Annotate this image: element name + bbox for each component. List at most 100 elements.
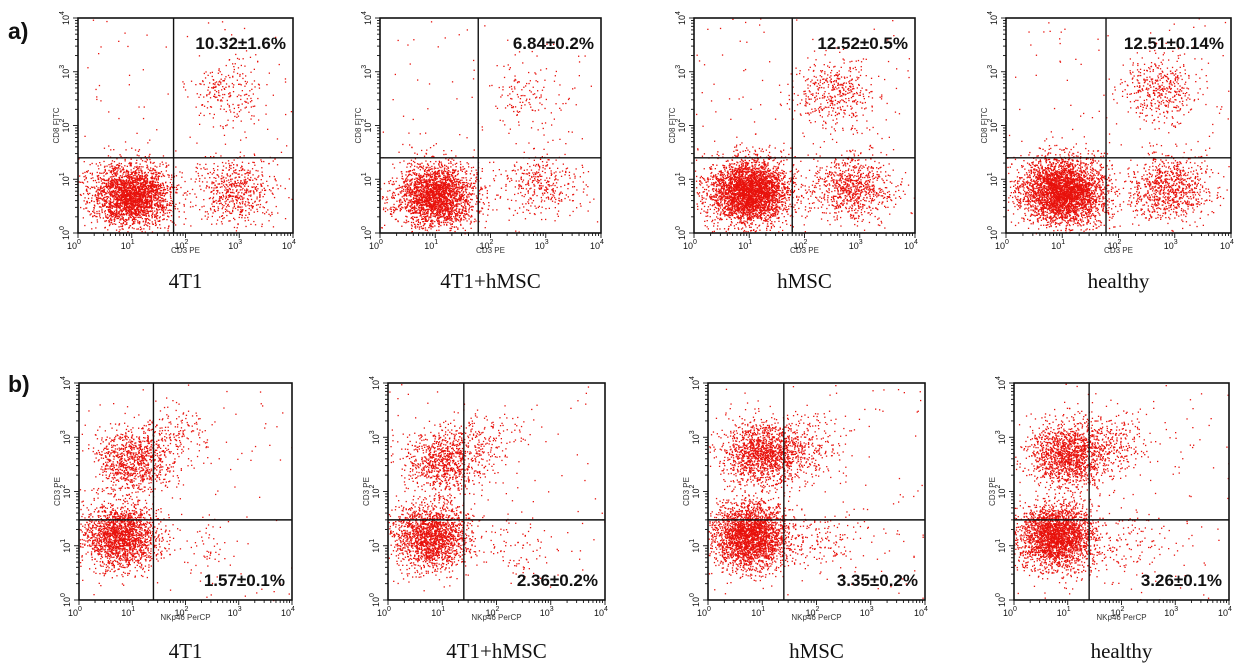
- event-point: [429, 209, 430, 210]
- event-point: [443, 173, 444, 174]
- event-point: [487, 197, 488, 198]
- event-point: [465, 185, 466, 186]
- event-point: [234, 206, 235, 207]
- event-point: [118, 118, 119, 119]
- event-point: [483, 214, 484, 215]
- event-point: [199, 124, 200, 125]
- event-point: [187, 36, 188, 37]
- event-point: [105, 204, 106, 205]
- event-point: [124, 209, 125, 210]
- event-point: [110, 218, 111, 219]
- event-point: [431, 177, 432, 178]
- event-point: [256, 170, 257, 171]
- event-point: [224, 180, 225, 181]
- event-point: [120, 223, 121, 224]
- event-point: [85, 175, 86, 176]
- event-point: [235, 197, 236, 198]
- event-point: [120, 194, 121, 195]
- event-point: [157, 227, 158, 228]
- event-point: [103, 179, 104, 180]
- event-point: [116, 210, 117, 211]
- event-point: [141, 166, 142, 167]
- event-point: [475, 220, 476, 221]
- event-point: [248, 212, 249, 213]
- event-point: [121, 197, 122, 198]
- event-point: [229, 176, 230, 177]
- event-point: [144, 212, 145, 213]
- event-point: [131, 211, 132, 212]
- event-point: [187, 191, 188, 192]
- event-point: [195, 205, 196, 206]
- event-point: [126, 222, 127, 223]
- event-point: [93, 209, 94, 210]
- event-point: [167, 188, 168, 189]
- event-point: [138, 167, 139, 168]
- event-point: [104, 190, 105, 191]
- event-point: [236, 164, 237, 165]
- event-point: [97, 189, 98, 190]
- event-point: [94, 213, 95, 214]
- event-point: [158, 197, 159, 198]
- event-point: [90, 188, 91, 189]
- event-point: [122, 214, 123, 215]
- event-point: [420, 133, 421, 134]
- event-point: [223, 185, 224, 186]
- event-point: [126, 179, 127, 180]
- event-point: [138, 155, 139, 156]
- event-point: [126, 192, 127, 193]
- event-point: [131, 174, 132, 175]
- event-point: [256, 198, 257, 199]
- event-point: [156, 129, 157, 130]
- event-point: [248, 220, 249, 221]
- event-point: [218, 95, 219, 96]
- event-point: [130, 196, 131, 197]
- event-point: [116, 184, 117, 185]
- event-point: [246, 107, 247, 108]
- event-point: [241, 183, 242, 184]
- event-point: [117, 204, 118, 205]
- event-point: [135, 149, 136, 150]
- event-point: [103, 161, 104, 162]
- event-point: [239, 183, 240, 184]
- event-point: [243, 58, 244, 59]
- event-point: [244, 170, 245, 171]
- event-point: [391, 211, 392, 212]
- event-point: [146, 174, 147, 175]
- event-point: [142, 160, 143, 161]
- event-point: [254, 106, 255, 107]
- event-point: [126, 213, 127, 214]
- event-point: [164, 227, 165, 228]
- event-point: [259, 197, 260, 198]
- event-point: [229, 105, 230, 106]
- event-point: [119, 154, 120, 155]
- event-point: [155, 221, 156, 222]
- event-point: [433, 145, 434, 146]
- event-point: [247, 178, 248, 179]
- event-point: [135, 195, 136, 196]
- event-point: [103, 198, 104, 199]
- event-point: [215, 86, 216, 87]
- event-point: [471, 228, 472, 229]
- event-point: [99, 203, 100, 204]
- event-point: [158, 175, 159, 176]
- event-point: [464, 184, 465, 185]
- event-point: [214, 84, 215, 85]
- event-point: [138, 151, 139, 152]
- event-point: [270, 215, 271, 216]
- event-point: [141, 184, 142, 185]
- event-point: [107, 214, 108, 215]
- event-point: [94, 215, 95, 216]
- event-point: [138, 199, 139, 200]
- event-point: [257, 184, 258, 185]
- event-point: [221, 216, 222, 217]
- event-point: [145, 156, 146, 157]
- event-point: [221, 105, 222, 106]
- event-point: [392, 164, 393, 165]
- event-point: [85, 186, 86, 187]
- event-point: [466, 192, 467, 193]
- event-point: [205, 169, 206, 170]
- event-point: [114, 206, 115, 207]
- event-point: [426, 183, 427, 184]
- event-point: [247, 181, 248, 182]
- event-point: [215, 180, 216, 181]
